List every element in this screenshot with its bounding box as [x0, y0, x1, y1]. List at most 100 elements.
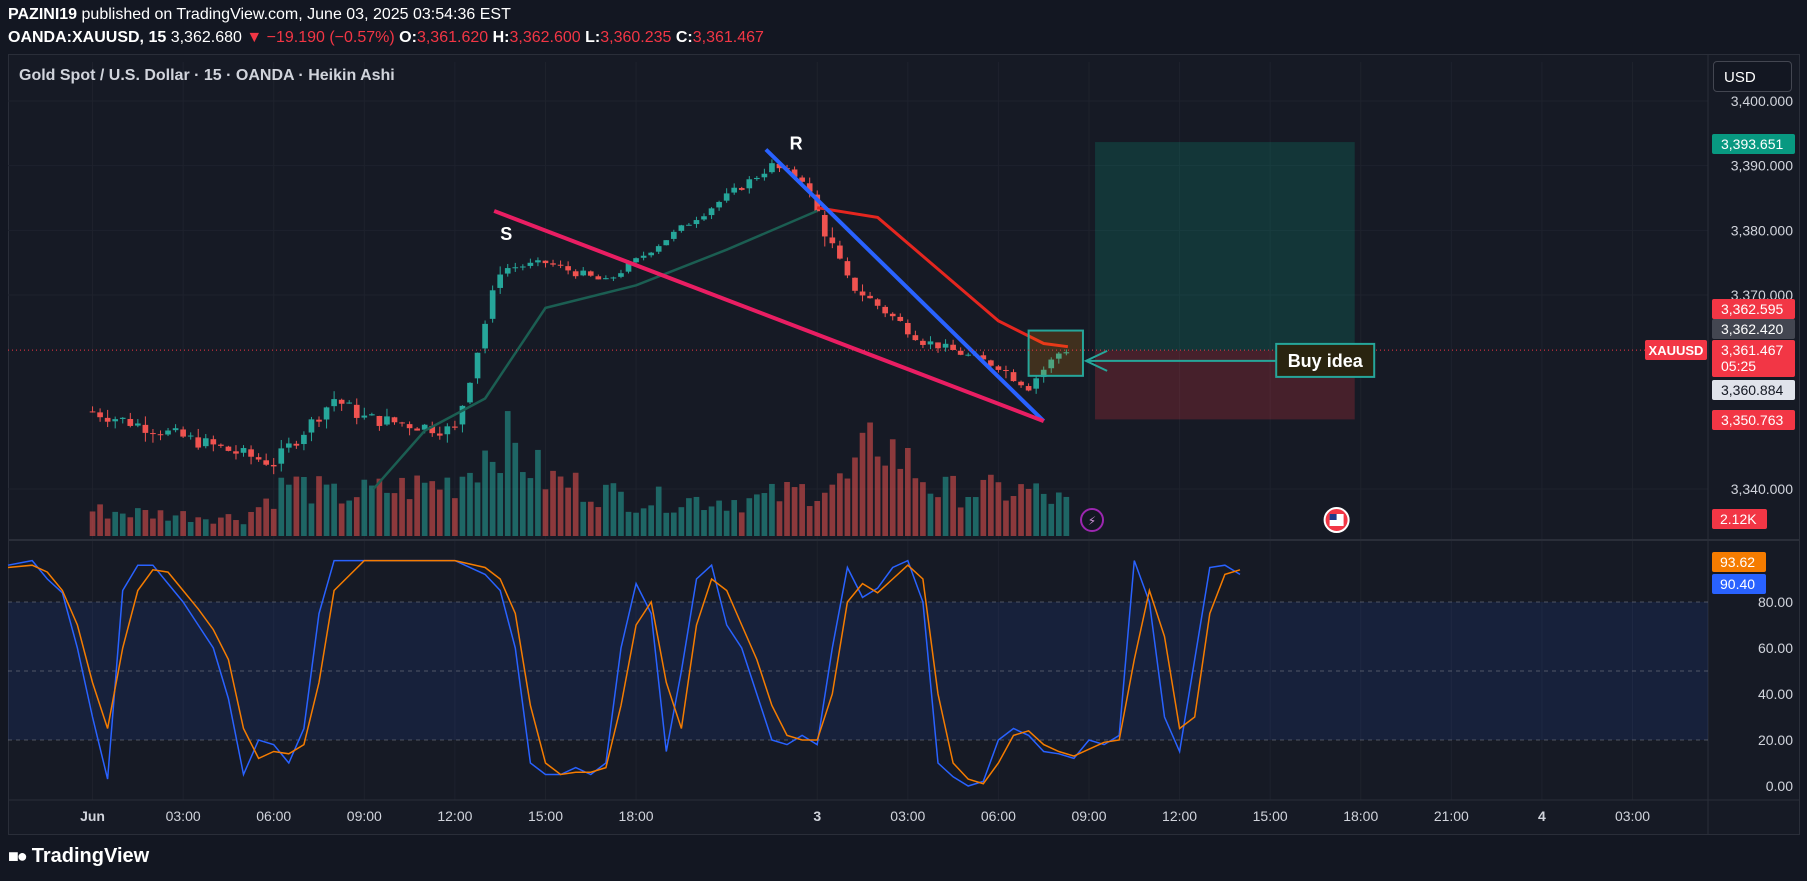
candle-body[interactable] [278, 448, 285, 464]
candle-body[interactable] [218, 444, 224, 446]
candle-body[interactable] [135, 423, 141, 426]
candle-body[interactable] [618, 273, 624, 277]
candle-body[interactable] [142, 424, 149, 433]
candle-body[interactable] [542, 260, 549, 264]
candle-body[interactable] [376, 416, 383, 426]
candle-body[interactable] [746, 179, 753, 189]
ema-line[interactable] [372, 209, 818, 490]
candle-body[interactable] [459, 405, 466, 425]
candle-body[interactable] [723, 193, 730, 201]
candle-body[interactable] [157, 434, 164, 436]
candle-body[interactable] [263, 460, 270, 465]
candle-body[interactable] [995, 366, 1002, 370]
candle-body[interactable] [1010, 372, 1017, 382]
candle-body[interactable] [512, 267, 519, 269]
candle-body[interactable] [988, 360, 994, 366]
breakout-highlight-box[interactable] [1027, 329, 1084, 377]
candle-body[interactable] [210, 439, 217, 445]
candle-body[interactable] [89, 411, 96, 413]
candle-body[interactable] [1040, 369, 1047, 378]
candle-body[interactable] [610, 277, 617, 279]
candle-body[interactable] [195, 437, 202, 448]
candle-body[interactable] [572, 271, 579, 277]
position-target-zone[interactable] [1095, 142, 1355, 351]
candle-body[interactable] [965, 354, 972, 356]
candle-body[interactable] [384, 416, 390, 425]
candle-body[interactable] [904, 322, 911, 335]
candle-body[interactable] [308, 419, 315, 433]
candle-body[interactable] [489, 290, 496, 319]
wedge-support-line[interactable] [493, 209, 1045, 423]
candle-body[interactable] [640, 255, 647, 258]
candle-body[interactable] [935, 342, 941, 349]
candle-body[interactable] [535, 260, 541, 263]
candle-body[interactable] [897, 316, 904, 321]
candle-body[interactable] [595, 276, 602, 280]
candle-body[interactable] [1063, 352, 1070, 354]
candle-body[interactable] [889, 313, 896, 317]
candle-body[interactable] [316, 419, 322, 422]
candle-body[interactable] [950, 344, 956, 351]
candle-body[interactable] [686, 224, 692, 226]
candle-body[interactable] [391, 417, 398, 423]
candle-body[interactable] [202, 438, 209, 447]
candle-body[interactable] [837, 245, 843, 259]
candle-body[interactable] [97, 412, 103, 418]
candle-body[interactable] [648, 252, 654, 256]
candle-body[interactable] [369, 414, 375, 416]
candle-body[interactable] [670, 231, 677, 239]
ema-red-line[interactable] [816, 206, 1069, 349]
candle-body[interactable] [814, 194, 821, 212]
candle-body[interactable] [165, 430, 171, 435]
candle-body[interactable] [331, 399, 337, 407]
candle-body[interactable] [338, 399, 345, 404]
candle-body[interactable] [799, 177, 805, 182]
candle-body[interactable] [580, 270, 587, 276]
candle-body[interactable] [791, 169, 798, 177]
stoch-k-line[interactable] [7, 559, 1241, 787]
candle-body[interactable] [240, 448, 247, 453]
candle-body[interactable] [738, 188, 745, 190]
candle-body[interactable] [346, 402, 353, 404]
candle-body[interactable] [859, 291, 866, 296]
candle-body[interactable] [150, 433, 156, 435]
candle-body[interactable] [844, 261, 851, 276]
candle-body[interactable] [957, 350, 964, 355]
candle-body[interactable] [467, 382, 473, 403]
candle-body[interactable] [1055, 353, 1062, 359]
stoch-d-line[interactable] [7, 559, 1241, 785]
us-flag-event-icon[interactable] [1323, 507, 1350, 533]
candle-body[interactable] [1003, 370, 1009, 372]
label-r[interactable]: R [790, 134, 803, 154]
candle-body[interactable] [104, 417, 111, 422]
candle-body[interactable] [655, 246, 662, 252]
callout-text[interactable]: Buy idea [1288, 351, 1364, 371]
chart-legend-title[interactable]: Gold Spot / U.S. Dollar · 15 · OANDA · H… [19, 67, 395, 84]
candle-body[interactable] [603, 278, 609, 280]
candle-body[interactable] [361, 415, 368, 418]
candle-body[interactable] [180, 429, 186, 437]
candle-body[interactable] [716, 201, 722, 208]
candle-body[interactable] [248, 449, 254, 457]
candle-body[interactable] [172, 428, 179, 431]
candle-body[interactable] [497, 274, 504, 288]
candle-body[interactable] [852, 277, 858, 291]
candle-body[interactable] [421, 424, 428, 430]
candle-body[interactable] [565, 266, 571, 271]
candle-body[interactable] [769, 163, 775, 173]
candle-body[interactable] [504, 268, 511, 274]
candle-body[interactable] [708, 208, 715, 216]
tradingview-logo[interactable]: ■● TradingView [8, 845, 149, 868]
candle-body[interactable] [754, 177, 760, 180]
candle-body[interactable] [233, 451, 239, 454]
candle-body[interactable] [1048, 359, 1055, 369]
candle-body[interactable] [557, 264, 564, 266]
candle-body[interactable] [406, 424, 413, 429]
candle-body[interactable] [663, 240, 670, 246]
candle-body[interactable] [912, 335, 919, 341]
candle-body[interactable] [821, 214, 828, 237]
candle-body[interactable] [452, 426, 458, 428]
candle-body[interactable] [920, 340, 926, 345]
currency-button[interactable]: USD [1713, 61, 1792, 92]
